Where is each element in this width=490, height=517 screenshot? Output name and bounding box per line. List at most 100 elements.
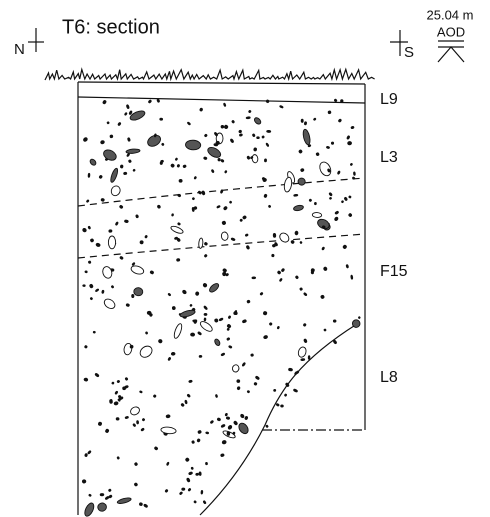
stone xyxy=(263,335,268,340)
stone xyxy=(184,399,188,405)
stone xyxy=(129,110,146,121)
stone xyxy=(178,178,183,183)
stone xyxy=(87,450,92,455)
stone xyxy=(111,381,115,385)
stone xyxy=(244,416,248,420)
stone xyxy=(338,118,342,123)
stone xyxy=(279,232,290,243)
stone xyxy=(165,414,171,419)
stone xyxy=(220,352,226,356)
stone xyxy=(228,345,233,349)
stone xyxy=(175,157,178,161)
stone xyxy=(142,418,145,422)
stone xyxy=(108,488,112,492)
stone xyxy=(251,276,257,280)
stone xyxy=(86,199,90,203)
stone xyxy=(207,146,222,158)
stone xyxy=(124,219,129,223)
stone xyxy=(108,494,113,499)
stone xyxy=(124,416,129,419)
stone xyxy=(231,120,235,124)
stone xyxy=(346,135,350,140)
stone xyxy=(84,345,88,349)
stone xyxy=(224,170,228,174)
stone xyxy=(181,487,186,491)
stone xyxy=(84,270,88,274)
stone xyxy=(293,194,299,197)
stone xyxy=(148,99,152,104)
stone xyxy=(202,283,208,288)
stone xyxy=(114,390,118,395)
stone xyxy=(279,278,283,282)
stone xyxy=(308,198,312,202)
stone xyxy=(224,412,228,417)
stone xyxy=(221,220,226,225)
datum-label: AOD xyxy=(437,24,465,39)
stone xyxy=(111,285,114,289)
layer-label: L8 xyxy=(380,369,398,386)
stone xyxy=(271,253,275,258)
stone xyxy=(272,233,277,238)
stone xyxy=(129,344,134,349)
stone xyxy=(191,440,195,444)
stone xyxy=(277,270,281,275)
stone xyxy=(227,425,233,430)
stone xyxy=(295,275,299,279)
stone xyxy=(177,222,181,226)
stone xyxy=(320,294,325,299)
stone xyxy=(126,104,130,109)
stone xyxy=(225,273,229,277)
stone xyxy=(157,204,161,209)
stone xyxy=(216,417,221,422)
stone xyxy=(348,213,352,217)
stone xyxy=(310,270,314,275)
stone xyxy=(350,163,353,166)
stone xyxy=(220,189,224,194)
stone xyxy=(102,266,113,279)
stone xyxy=(200,489,204,495)
stone xyxy=(246,245,250,250)
stone xyxy=(264,158,267,163)
stone xyxy=(201,190,206,196)
stone xyxy=(288,367,293,372)
layer-label: L9 xyxy=(380,91,398,108)
stone xyxy=(198,471,202,476)
stone xyxy=(239,218,243,222)
stone xyxy=(153,394,157,398)
stone xyxy=(146,310,152,315)
stone xyxy=(123,171,128,175)
stone xyxy=(213,143,219,147)
stone xyxy=(253,117,262,125)
stone xyxy=(224,124,229,129)
stone xyxy=(314,202,317,206)
stone xyxy=(135,214,139,219)
stone xyxy=(139,240,144,245)
stone xyxy=(177,193,181,198)
stone xyxy=(167,357,171,361)
stone xyxy=(124,377,129,381)
stone xyxy=(333,339,337,345)
stone xyxy=(116,380,120,383)
stone xyxy=(123,342,133,356)
stone xyxy=(144,235,148,239)
stone xyxy=(209,283,220,293)
stone xyxy=(285,382,290,387)
stone xyxy=(118,395,122,399)
stone xyxy=(214,318,219,323)
stone xyxy=(328,192,333,197)
stone xyxy=(187,488,192,492)
ground-surface xyxy=(44,67,375,82)
stone xyxy=(89,158,97,166)
stone xyxy=(332,319,337,323)
stone xyxy=(250,156,254,160)
stone xyxy=(190,332,196,337)
stone xyxy=(171,306,176,311)
stone xyxy=(94,373,100,378)
stone xyxy=(161,142,165,146)
stone xyxy=(197,331,202,336)
stone xyxy=(88,260,92,264)
stone xyxy=(265,424,269,428)
stone xyxy=(182,164,187,168)
stone xyxy=(188,379,193,383)
